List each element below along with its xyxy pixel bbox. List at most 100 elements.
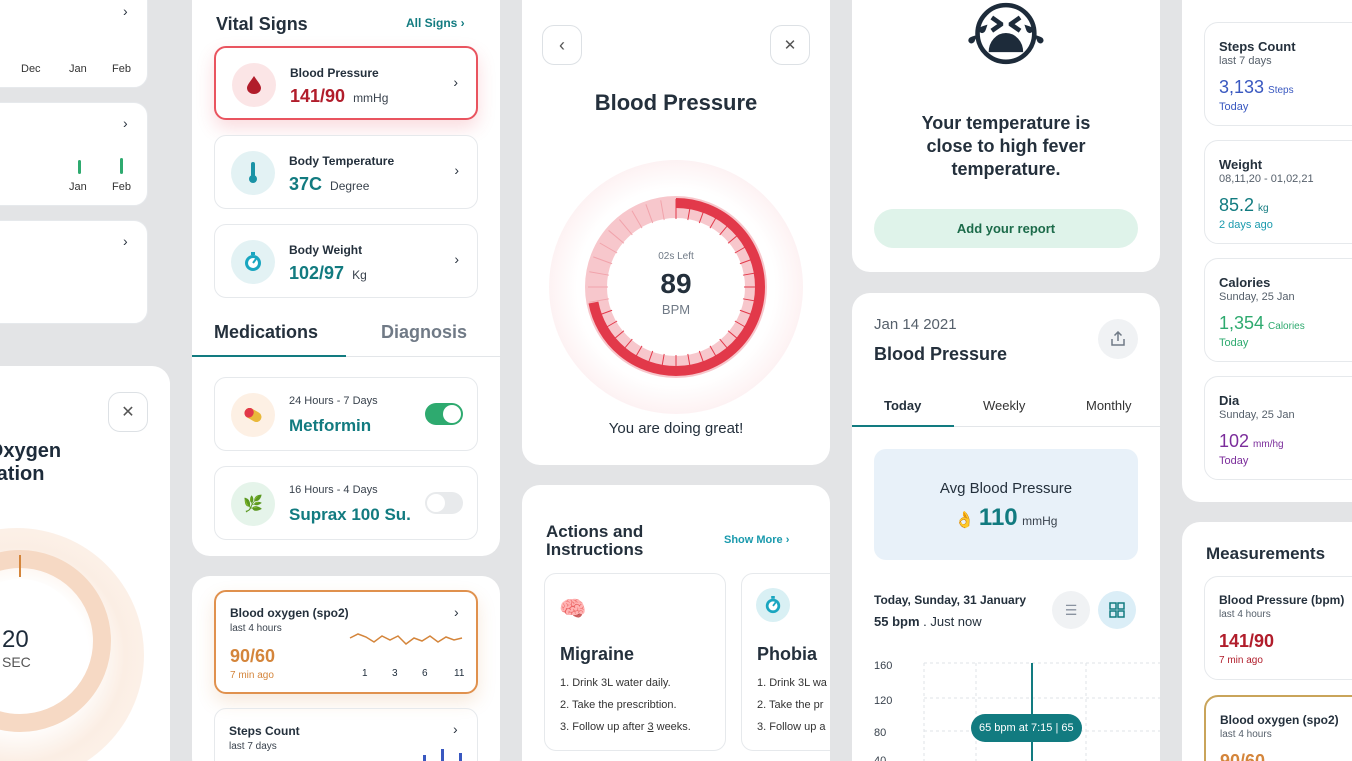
med-item-metformin[interactable]: 24 Hours - 7 Days Metformin (214, 377, 478, 451)
vital-value: 37C Degree (289, 174, 369, 195)
metric-unit: Steps (1268, 85, 1294, 96)
chevron-right-icon[interactable]: › (454, 251, 459, 267)
bp-chart-grid (923, 662, 1160, 761)
avg-bp-unit: mmHg (1022, 514, 1058, 528)
gauge-tick (739, 309, 759, 318)
action-card-phobia[interactable]: Phobia 1. Drink 3L wa 2. Take the pr 3. … (741, 573, 830, 751)
bpm-value: 89 (660, 268, 692, 299)
metric-footnote: 2 days ago (1219, 219, 1273, 231)
vital-label: Body Temperature (289, 154, 395, 168)
measurements-title: Measurements (1206, 544, 1326, 563)
gauge-tick (687, 353, 692, 374)
oxygen-saturation-card: ✕ d Oxygen turation 20 SEC (0, 366, 170, 761)
avg-bp-number: 110 (978, 504, 1018, 531)
chevron-right-icon[interactable]: › (453, 74, 458, 90)
vital-item-body-weight[interactable]: Body Weight 102/97 Kg › (214, 224, 478, 298)
tab-active-indicator (852, 425, 954, 427)
measure-blood-pressure[interactable]: Blood Pressure (bpm) last 4 hours 141/90… (1204, 576, 1352, 680)
vital-value-number: 102/97 (289, 263, 345, 283)
y-tick: 80 (874, 727, 887, 739)
action-card-migraine[interactable]: 🧠 Migraine 1. Drink 3L water daily. 2. T… (544, 573, 726, 751)
gauge-tick (599, 320, 618, 332)
status-message: You are doing great! (608, 420, 744, 437)
blood-drop-icon (232, 63, 276, 107)
add-report-button[interactable]: Add your report (874, 209, 1138, 248)
detail-date: Jan 14 2021 (874, 316, 957, 333)
metric-unit: Calories (1268, 321, 1305, 332)
chevron-right-icon[interactable]: › (453, 721, 458, 737)
gauge-tick (709, 345, 721, 364)
metric-calories[interactable]: Calories Sunday, 25 Jan 1,354 Calories To… (1204, 258, 1352, 362)
spo2-tick: 11 (454, 668, 465, 679)
chevron-right-icon[interactable]: › (123, 233, 128, 249)
metric-number: 3,133 (1219, 77, 1265, 97)
metric-value: 3,133 Steps (1219, 77, 1294, 98)
measure-blood-oxygen[interactable]: Blood oxygen (spo2) last 4 hours 90/60 (1204, 695, 1352, 761)
tab-today[interactable]: Today (884, 398, 922, 413)
chevron-right-icon[interactable]: › (454, 604, 459, 620)
all-signs-label: All Signs (406, 16, 458, 30)
chevron-right-icon[interactable]: › (123, 115, 128, 131)
share-button[interactable] (1098, 319, 1138, 359)
oxygen-title-line2: turation (0, 463, 45, 485)
gauge-tick (709, 210, 721, 229)
all-signs-link[interactable]: All Signs › (406, 16, 465, 30)
spo2-title: Blood oxygen (spo2) (230, 606, 349, 620)
gauge-tick (727, 330, 744, 344)
toggle-knob (427, 494, 445, 512)
tab-weekly[interactable]: Weekly (983, 398, 1026, 413)
metric-value: 102 mm/hg (1219, 431, 1284, 452)
y-tick: 40 (874, 755, 887, 761)
action-step: 1. Drink 3L wa (757, 677, 827, 689)
tab-monthly[interactable]: Monthly (1086, 398, 1132, 413)
gauge-tick (593, 309, 613, 318)
action-step: 2. Take the pr (757, 699, 824, 711)
metric-value: 90/60 (1220, 751, 1266, 761)
med-item-suprax[interactable]: 🌿 16 Hours - 4 Days Suprax 100 Su. (214, 466, 478, 540)
tab-medications[interactable]: Medications (214, 322, 319, 342)
metric-weight[interactable]: Weight 08,11,20 - 01,02,21 85.2 kg 2 days… (1204, 140, 1352, 244)
show-more-link[interactable]: Show More › (724, 534, 790, 546)
chart-tooltip: 65 bpm at 7:15 | 65 (971, 714, 1082, 742)
action-step-emphasis: 3 (647, 721, 654, 733)
gauge-tick (719, 219, 733, 236)
tab-diagnosis[interactable]: Diagnosis (381, 322, 468, 342)
spo2-tile[interactable]: Blood oxygen (spo2) last 4 hours › 90/60… (214, 590, 478, 694)
action-steps: 1. Drink 3L water daily. 2. Take the pre… (560, 672, 691, 738)
close-button[interactable]: ✕ (108, 392, 148, 432)
back-button[interactable]: ‹ (542, 25, 582, 65)
grid-view-button[interactable] (1098, 591, 1136, 629)
month-label: Dec (21, 63, 41, 75)
bpm-unit: BPM (661, 302, 691, 317)
steps-tile[interactable]: Steps Count last 7 days › (214, 708, 478, 761)
metric-value: 85.2 kg (1219, 195, 1269, 216)
show-more-label: Show More (724, 534, 783, 546)
metric-dia[interactable]: Dia Sunday, 25 Jan 102 mm/hg Today (1204, 376, 1352, 480)
weight-scale-icon (231, 240, 275, 284)
bp-gauge (585, 196, 767, 378)
bar-mark (441, 749, 444, 761)
bp-detail-card: Jan 14 2021 Blood Pressure Today Weekly … (852, 293, 1160, 761)
time-left: 02s Left (658, 251, 694, 262)
metric-subtitle: last 4 hours (1220, 729, 1272, 740)
gauge-tick (631, 345, 643, 364)
vital-value: 102/97 Kg (289, 263, 367, 284)
action-step-text: weeks. (653, 721, 691, 733)
list-view-button[interactable]: ☰ (1052, 591, 1090, 629)
vital-item-blood-pressure[interactable]: Blood Pressure 141/90 mmHg › (214, 46, 478, 120)
spo2-card: Blood oxygen (spo2) last 4 hours › 90/60… (192, 576, 500, 761)
chevron-right-icon[interactable]: › (454, 162, 459, 178)
med-toggle-on[interactable] (425, 403, 463, 425)
reading-bpm-suffix: . Just now (919, 614, 982, 629)
grid-icon (1109, 602, 1125, 618)
chevron-right-icon[interactable]: › (123, 3, 128, 19)
vital-item-body-temperature[interactable]: Body Temperature 37C Degree › (214, 135, 478, 209)
metric-title: Dia (1219, 393, 1240, 408)
metric-steps[interactable]: Steps Count last 7 days 3,133 Steps Today… (1204, 22, 1352, 126)
trend-card-2: › Jan Feb (0, 102, 148, 206)
trend-card-1: › Dec Jan Feb (0, 0, 148, 88)
vital-unit: Degree (330, 179, 370, 193)
gauge-value: 20 (2, 626, 29, 653)
med-toggle-off[interactable] (425, 492, 463, 514)
close-button[interactable]: ✕ (770, 25, 810, 65)
